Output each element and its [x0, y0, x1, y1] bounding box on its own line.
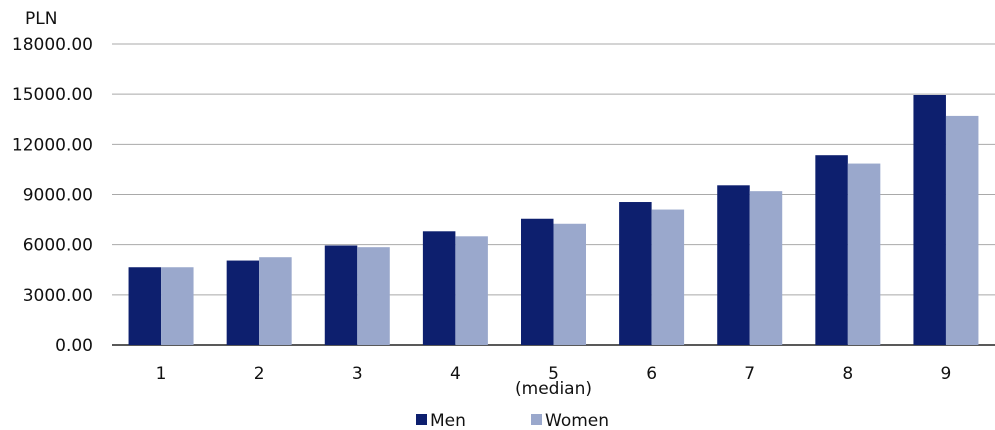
bars	[128, 95, 979, 346]
bar-men-7	[717, 185, 750, 345]
x-tick-label: 7	[744, 364, 755, 384]
bar-men-1	[128, 267, 162, 345]
bar-women-6	[651, 209, 685, 345]
legend: Men Women	[416, 411, 609, 430]
legend-label-men: Men	[430, 411, 466, 430]
x-tick-sublabel: (median)	[515, 379, 592, 399]
bar-men-6	[619, 202, 652, 345]
y-tick-label: 12000.00	[12, 135, 93, 155]
bar-women-1	[161, 267, 194, 345]
bar-men-8	[815, 155, 848, 345]
bar-women-3	[357, 247, 390, 345]
x-axis-ticks: 1 2 3 4 5(median) 6 7 8 9	[156, 364, 952, 399]
x-tick-label: 9	[941, 364, 952, 384]
legend-swatch-women	[531, 414, 542, 425]
y-tick-label: 3000.00	[23, 286, 93, 306]
bar-women-5	[553, 223, 586, 345]
bar-women-7	[749, 191, 783, 345]
x-tick-label: 4	[450, 364, 461, 384]
y-tick-label: 6000.00	[23, 236, 93, 256]
x-tick-label: 6	[646, 364, 657, 384]
bar-men-5	[521, 218, 554, 345]
bar-men-3	[324, 245, 358, 345]
bar-women-9	[945, 115, 979, 346]
bar-men-4	[422, 231, 456, 345]
x-tick-label: 5	[548, 364, 559, 384]
bar-men-2	[226, 260, 260, 345]
legend-label-women: Women	[545, 411, 609, 430]
y-tick-label: 9000.00	[23, 186, 93, 206]
x-tick-label: 8	[842, 364, 853, 384]
bar-women-8	[847, 163, 881, 345]
y-tick-label: 15000.00	[12, 85, 93, 105]
y-axis-ticks: 0.00 3000.00 6000.00 9000.00 12000.00 15000.0…	[12, 35, 93, 356]
y-axis-unit-label: PLN	[25, 9, 57, 29]
x-tick-label: 2	[254, 364, 265, 384]
x-tick-label: 1	[156, 364, 167, 384]
x-tick-label: 3	[352, 364, 363, 384]
bar-women-4	[455, 236, 488, 345]
legend-swatch-men	[416, 414, 427, 425]
y-tick-label: 0.00	[55, 336, 93, 356]
bar-women-2	[259, 257, 292, 345]
y-tick-label: 18000.00	[12, 35, 93, 55]
bar-men-9	[913, 95, 946, 345]
